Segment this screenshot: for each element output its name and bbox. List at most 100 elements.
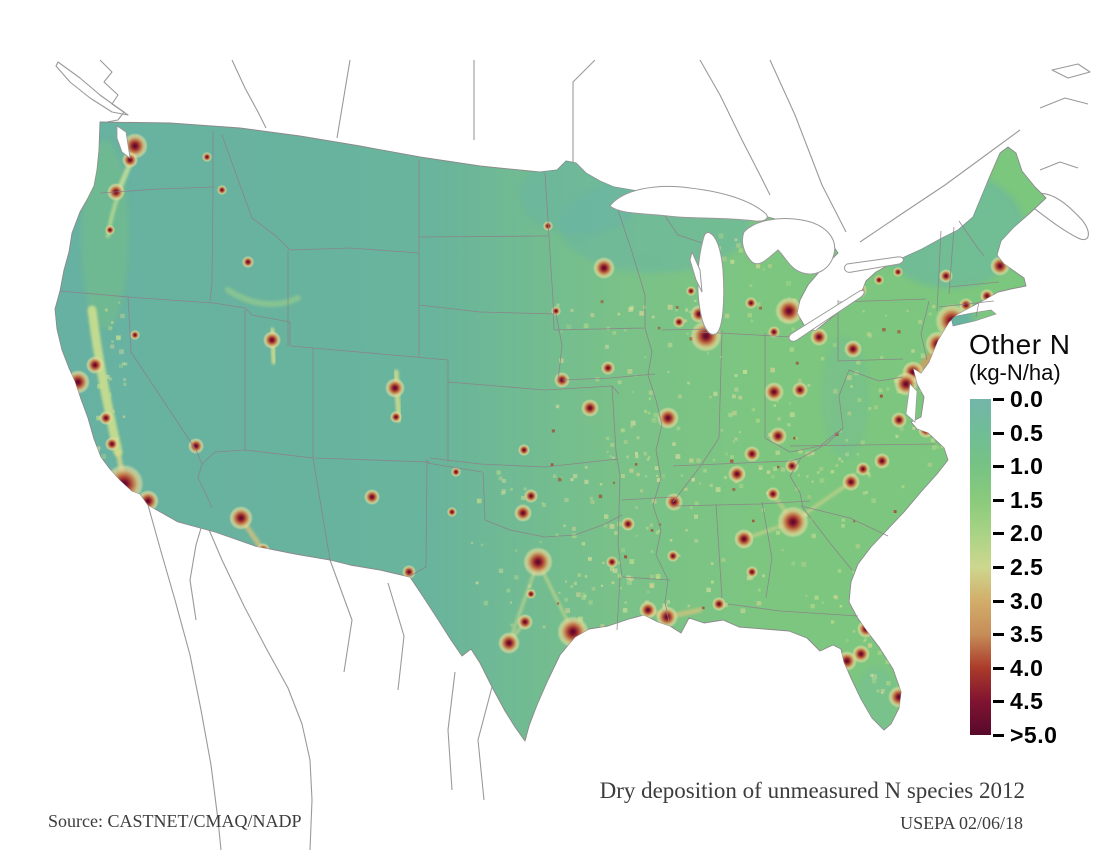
speckle xyxy=(920,353,926,359)
speckle xyxy=(736,243,741,248)
speckle xyxy=(811,480,814,483)
speckle xyxy=(542,625,546,629)
legend-tick-label: 1.0 xyxy=(1010,453,1044,480)
speckle xyxy=(595,377,600,382)
speckle xyxy=(867,474,872,478)
hotspot-shreveport xyxy=(606,556,618,568)
speckle xyxy=(866,331,871,336)
hotspot-pittsburgh xyxy=(844,340,862,358)
hotspot-layer xyxy=(66,133,1010,708)
legend-tick-label: 3.0 xyxy=(1010,587,1044,614)
speckle xyxy=(876,689,880,693)
legend-title: Other N xyxy=(969,329,1071,360)
speckle xyxy=(708,590,711,593)
speckle xyxy=(820,356,825,361)
hotspot-amarillo xyxy=(451,467,461,477)
green-bay xyxy=(689,250,703,293)
speckle xyxy=(97,384,102,388)
speckle xyxy=(118,364,123,369)
speckle xyxy=(634,505,638,510)
speckle xyxy=(706,352,709,355)
speckle xyxy=(749,284,753,288)
speckle xyxy=(899,426,904,431)
legend-tick-mark xyxy=(993,566,1004,569)
hotspot-minneapolis xyxy=(593,257,615,279)
speckle xyxy=(723,475,727,479)
speckle xyxy=(837,569,842,573)
speckle xyxy=(680,474,684,477)
town-dot xyxy=(893,510,897,513)
speckle xyxy=(931,304,936,309)
legend-tick-mark xyxy=(993,599,1004,603)
hotspot-kansas-city xyxy=(581,399,599,417)
speckle xyxy=(581,592,586,596)
speckle xyxy=(706,587,711,592)
hotspot-charlotte xyxy=(842,473,860,491)
hotspot-birmingham xyxy=(734,529,754,549)
speckle xyxy=(732,440,735,443)
state-borders xyxy=(59,131,1000,631)
speckle xyxy=(766,470,771,475)
legend-tick-mark xyxy=(993,734,1004,737)
speckle xyxy=(830,470,835,474)
speckle xyxy=(634,452,639,456)
lake-huron xyxy=(741,218,836,275)
hotspot-el-paso xyxy=(402,565,416,579)
speckle xyxy=(788,402,791,405)
speckle xyxy=(860,440,865,445)
speckle xyxy=(759,467,762,470)
speckle xyxy=(571,533,577,539)
speckle xyxy=(570,585,574,588)
speckle xyxy=(751,407,756,412)
speckle xyxy=(762,268,766,271)
speckle xyxy=(931,445,937,450)
speckle xyxy=(728,412,733,418)
speckle xyxy=(605,436,610,441)
speckle xyxy=(656,478,661,483)
speckle xyxy=(906,309,909,313)
hotspot-grand-rapids xyxy=(745,297,757,309)
speckle xyxy=(724,452,729,456)
hotspot-wichita xyxy=(518,444,530,456)
speckle xyxy=(871,678,877,684)
speckle xyxy=(863,640,866,643)
speckle xyxy=(635,454,639,459)
speckle xyxy=(618,624,624,630)
speckle xyxy=(715,487,721,493)
town-dot xyxy=(634,463,638,466)
hotspot-jacksonville xyxy=(857,620,875,638)
speckle xyxy=(770,367,776,373)
speckle xyxy=(855,544,861,549)
hotspot-sacramento xyxy=(86,356,104,374)
legend-colorbar xyxy=(970,399,991,735)
speckle xyxy=(684,487,688,491)
speckle xyxy=(787,423,791,427)
speckle xyxy=(867,643,873,648)
speckle xyxy=(710,562,714,565)
speckle xyxy=(912,426,916,430)
legend-tick-label: 4.0 xyxy=(1010,654,1044,681)
town-dot xyxy=(897,330,901,334)
speckle xyxy=(496,470,501,475)
hotspot-denver xyxy=(385,378,405,398)
speckle xyxy=(927,462,932,467)
speckle xyxy=(648,397,651,400)
speckle xyxy=(821,601,825,604)
speckle xyxy=(811,533,816,539)
speckle xyxy=(703,468,707,473)
hotspot-salt-lake-city xyxy=(263,331,281,349)
speckle xyxy=(677,554,681,557)
speckle xyxy=(570,308,574,313)
map-legend: Other N (kg-N/ha) 0.0 0.5 1.0 1.5 2.0 2.5 3.0 3… xyxy=(969,329,1100,748)
legend-units: (kg-N/ha) xyxy=(969,360,1061,386)
speckle xyxy=(103,384,106,388)
speckle xyxy=(930,438,935,443)
speckle xyxy=(588,600,593,605)
speckle xyxy=(555,533,559,538)
legend-tick-mark xyxy=(993,532,1004,536)
speckle xyxy=(108,326,113,331)
speckle xyxy=(858,564,862,569)
speckle xyxy=(541,501,544,505)
